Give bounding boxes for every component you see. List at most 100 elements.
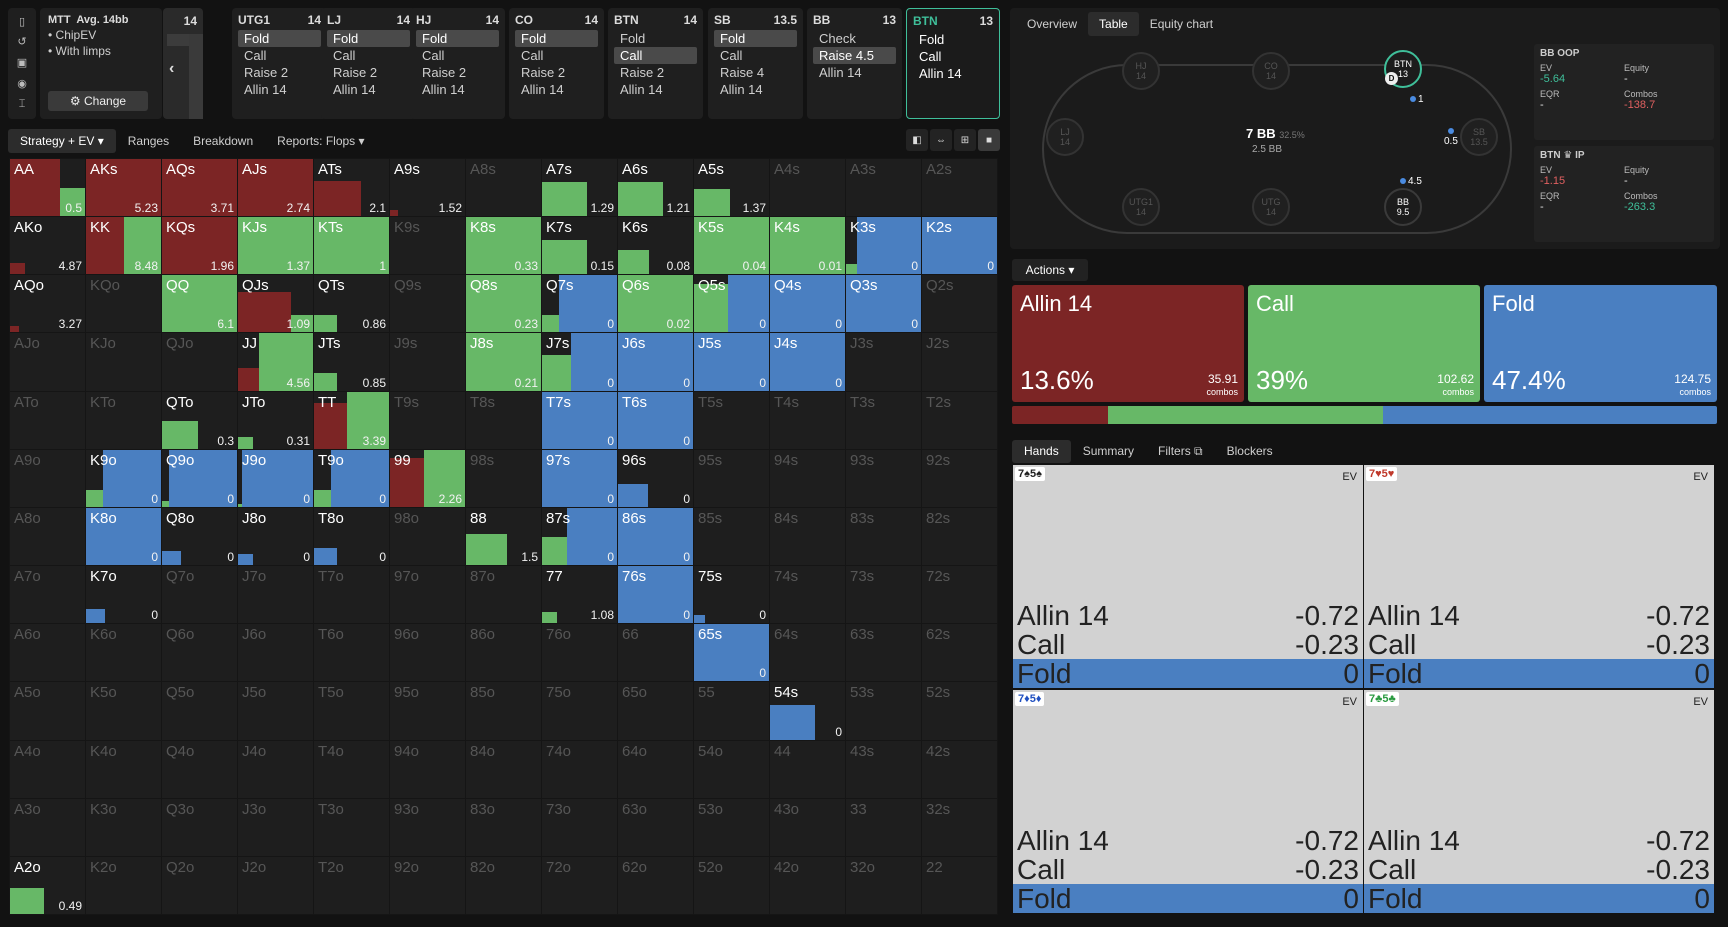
hand-cell[interactable]: KK 8.48	[85, 216, 162, 276]
action-option[interactable]: Raise 2	[422, 65, 467, 80]
hand-cell[interactable]: J7o	[237, 565, 314, 625]
hand-cell[interactable]: 53s	[845, 681, 922, 741]
hand-cell[interactable]: A9s 1.52	[389, 157, 466, 218]
hand-cell[interactable]: 32s	[921, 797, 998, 857]
hand-cell[interactable]: A7s 1.29	[541, 157, 618, 218]
hand-cell[interactable]: TT 3.39	[313, 390, 390, 450]
hand-cell[interactable]: K2o	[85, 855, 162, 915]
tab-breakdown[interactable]: Breakdown	[193, 134, 254, 148]
hand-cell[interactable]: 63o	[617, 797, 694, 857]
grid-view-icon[interactable]: ⊞	[954, 129, 976, 151]
hand-cell[interactable]: 52s	[921, 681, 998, 741]
tab-ranges[interactable]: Ranges	[127, 134, 170, 148]
action-option[interactable]: Call	[333, 48, 356, 63]
hand-cell[interactable]: JJ 4.56	[237, 332, 314, 392]
hand-cell[interactable]: J7s 0	[541, 332, 618, 392]
bookmark-icon[interactable]: ▯	[18, 15, 26, 28]
hand-cell[interactable]: T2s	[921, 390, 998, 450]
hand-cell[interactable]: Q9s	[389, 274, 466, 334]
action-option[interactable]: Call	[919, 49, 942, 64]
hand-cell[interactable]: A6s 1.21	[617, 157, 694, 218]
tab-table[interactable]: Table	[1088, 12, 1139, 36]
hand-cell[interactable]: QJo	[161, 332, 238, 392]
hand-cell[interactable]: KJo	[85, 332, 162, 392]
hand-cell[interactable]: 44	[769, 739, 846, 799]
hand-cell[interactable]: J2o	[237, 855, 314, 915]
hand-cell[interactable]: 42o	[769, 855, 846, 915]
hand-cell[interactable]: 94o	[389, 739, 466, 799]
hand-cell[interactable]: 94s	[769, 448, 846, 508]
hand-cell[interactable]: AA 0.5	[9, 157, 86, 218]
hand-cell[interactable]: 72s	[921, 565, 998, 625]
hand-cell[interactable]: K4o	[85, 739, 162, 799]
action-option[interactable]: Allin 14	[521, 82, 564, 97]
hand-cell[interactable]: J2s	[921, 332, 998, 392]
hand-cell[interactable]: K4s 0.01	[769, 216, 846, 276]
action-option[interactable]: Raise 4.5	[813, 47, 896, 64]
hand-cell[interactable]: AKs 5.23	[85, 157, 162, 218]
hand-cell[interactable]: Q3o	[161, 797, 238, 857]
hand-cell[interactable]: 98s	[465, 448, 542, 508]
hand-cell[interactable]: Q8s 0.23	[465, 274, 542, 334]
hand-cell[interactable]: KTs 1	[313, 216, 390, 276]
hand-cell[interactable]: T3o	[313, 797, 390, 857]
action-option[interactable]: Fold	[238, 30, 321, 47]
hand-cell[interactable]: 54o	[693, 739, 770, 799]
hand-cell[interactable]: Q5o	[161, 681, 238, 741]
hand-cell[interactable]: 64o	[617, 739, 694, 799]
hand-cell[interactable]: A8o	[9, 506, 86, 567]
hand-cell[interactable]: J8s 0.21	[465, 332, 542, 392]
hand-cell[interactable]: AQs 3.71	[161, 157, 238, 218]
hand-cell[interactable]: 75o	[541, 681, 618, 741]
hand-cell[interactable]: QJs 1.09	[237, 274, 314, 334]
hand-cell[interactable]: 63s	[845, 623, 922, 683]
hand-cell[interactable]: T6s 0	[617, 390, 694, 450]
hand-cell[interactable]: J4o	[237, 739, 314, 799]
hand-cell[interactable]: T8s	[465, 390, 542, 450]
hand-cell[interactable]: T9s	[389, 390, 466, 450]
hand-cell[interactable]: 73o	[541, 797, 618, 857]
hand-cell[interactable]: KQo	[85, 274, 162, 334]
hand-cell[interactable]: K6s 0.08	[617, 216, 694, 276]
hand-cell[interactable]: A6o	[9, 623, 86, 683]
hand-cell[interactable]: A5s 1.37	[693, 157, 770, 218]
hand-cell[interactable]: KTo	[85, 390, 162, 450]
nav-back-column[interactable]: 14 ‹	[163, 8, 203, 119]
action-option[interactable]: Call	[614, 47, 697, 64]
hand-cell[interactable]: 74s	[769, 565, 846, 625]
hand-cell[interactable]: 55	[693, 681, 770, 741]
hand-cell[interactable]: 82s	[921, 506, 998, 567]
hand-cell[interactable]: T5o	[313, 681, 390, 741]
action-option[interactable]: Raise 2	[244, 65, 289, 80]
hand-cell[interactable]: 66	[617, 623, 694, 683]
hand-cell[interactable]: Q6s 0.02	[617, 274, 694, 334]
hand-cell[interactable]: 32o	[845, 855, 922, 915]
hand-cell[interactable]: Q6o	[161, 623, 238, 683]
hand-cell[interactable]: 62s	[921, 623, 998, 683]
action-option[interactable]: Allin 14	[244, 82, 287, 97]
hand-cell[interactable]: 92o	[389, 855, 466, 915]
hand-cell[interactable]: KQs 1.96	[161, 216, 238, 276]
hand-cell[interactable]: Q8o 0	[161, 506, 238, 567]
compare-icon[interactable]: ⇔	[930, 129, 952, 151]
hand-cell[interactable]: 93o	[389, 797, 466, 857]
hand-cell[interactable]: 22	[921, 855, 998, 915]
hand-cell[interactable]: 97s 0	[541, 448, 618, 508]
tab-strategy-ev[interactable]: Strategy + EV ▾	[8, 129, 116, 153]
hand-cell[interactable]: 43o	[769, 797, 846, 857]
action-option[interactable]: Raise 4	[720, 65, 765, 80]
hand-cell[interactable]: 85s	[693, 506, 770, 567]
hand-cell[interactable]: A3s	[845, 157, 922, 218]
hand-cell[interactable]: K3o	[85, 797, 162, 857]
action-option[interactable]: Raise 2	[333, 65, 378, 80]
hand-cell[interactable]: T5s	[693, 390, 770, 450]
position-card-btn[interactable]: BTN 14 Fold Call Raise 2 Allin 14	[608, 8, 703, 119]
actions-dropdown[interactable]: Actions ▾	[1012, 259, 1088, 281]
hand-cell[interactable]: Q7o	[161, 565, 238, 625]
action-option[interactable]: Raise 2	[620, 65, 665, 80]
hand-cell[interactable]: 98o	[389, 506, 466, 567]
hand-cell[interactable]: 62o	[617, 855, 694, 915]
position-card-bb[interactable]: BB 13 Check Raise 4.5 Allin 14	[807, 8, 902, 119]
text-cursor-icon[interactable]: ⌶	[18, 98, 26, 111]
hand-cell[interactable]: A2s	[921, 157, 998, 218]
